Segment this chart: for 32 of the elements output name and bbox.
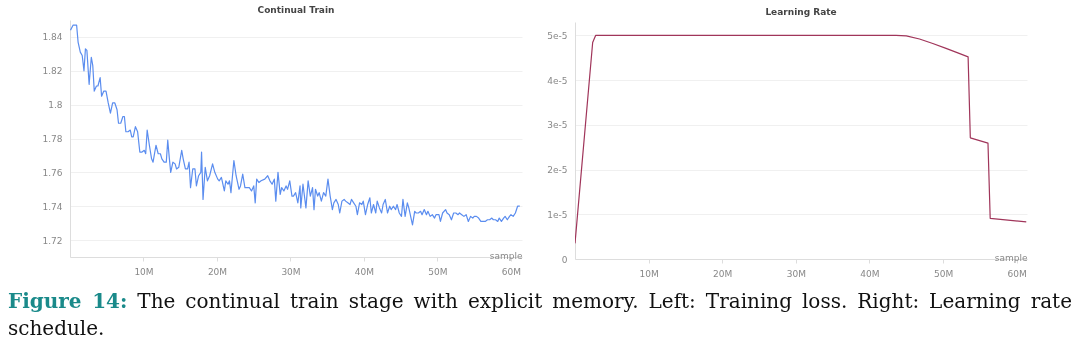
y-tick-label: 3e-5 [547,120,568,131]
y-tick-label: 2e-5 [547,165,568,176]
y-tick-label: 1.74 [42,201,63,212]
x-tick-label: 20M [207,266,228,277]
y-tick-label: 1.76 [42,167,63,178]
x-axis-title: sample [489,250,523,261]
x-tick-label: 50M [933,268,954,279]
line-series [70,24,521,226]
x-tick-label: 30M [786,268,806,279]
y-tick-label: 1.8 [48,100,63,111]
x-tick-label: 50M [428,266,448,277]
y-tick-label: 1.72 [42,235,63,246]
x-tick-label: 40M [354,266,375,277]
y-tick-label: 0 [561,254,568,265]
y-tick-label: 5e-5 [547,30,568,41]
text: Figure 14: The continual train stage with explicit memory. Left: Training loss. Right: Learning rate schedule. [8,289,1072,340]
line-series [575,34,1027,244]
y-tick-label: 4e-5 [547,75,568,86]
y-tick-label: 1.78 [42,134,63,144]
chart-title: Learning Rate [765,7,837,17]
x-tick-label: 60M [501,266,522,277]
x-tick-label: 10M [134,266,154,277]
y-tick-label: 1.82 [42,66,63,77]
x-tick-label: 10M [639,268,659,279]
y-tick-label: 1e-5 [547,209,568,220]
y-tick-label: 1.84 [42,32,63,43]
x-axis-title: sample [994,252,1028,263]
x-tick-label: 60M [1007,268,1027,279]
chart-title: Continual Train [257,5,335,15]
x-tick-label: 30M [281,266,301,277]
x-tick-label: 40M [860,268,880,279]
x-tick-label: 20M [713,268,733,279]
